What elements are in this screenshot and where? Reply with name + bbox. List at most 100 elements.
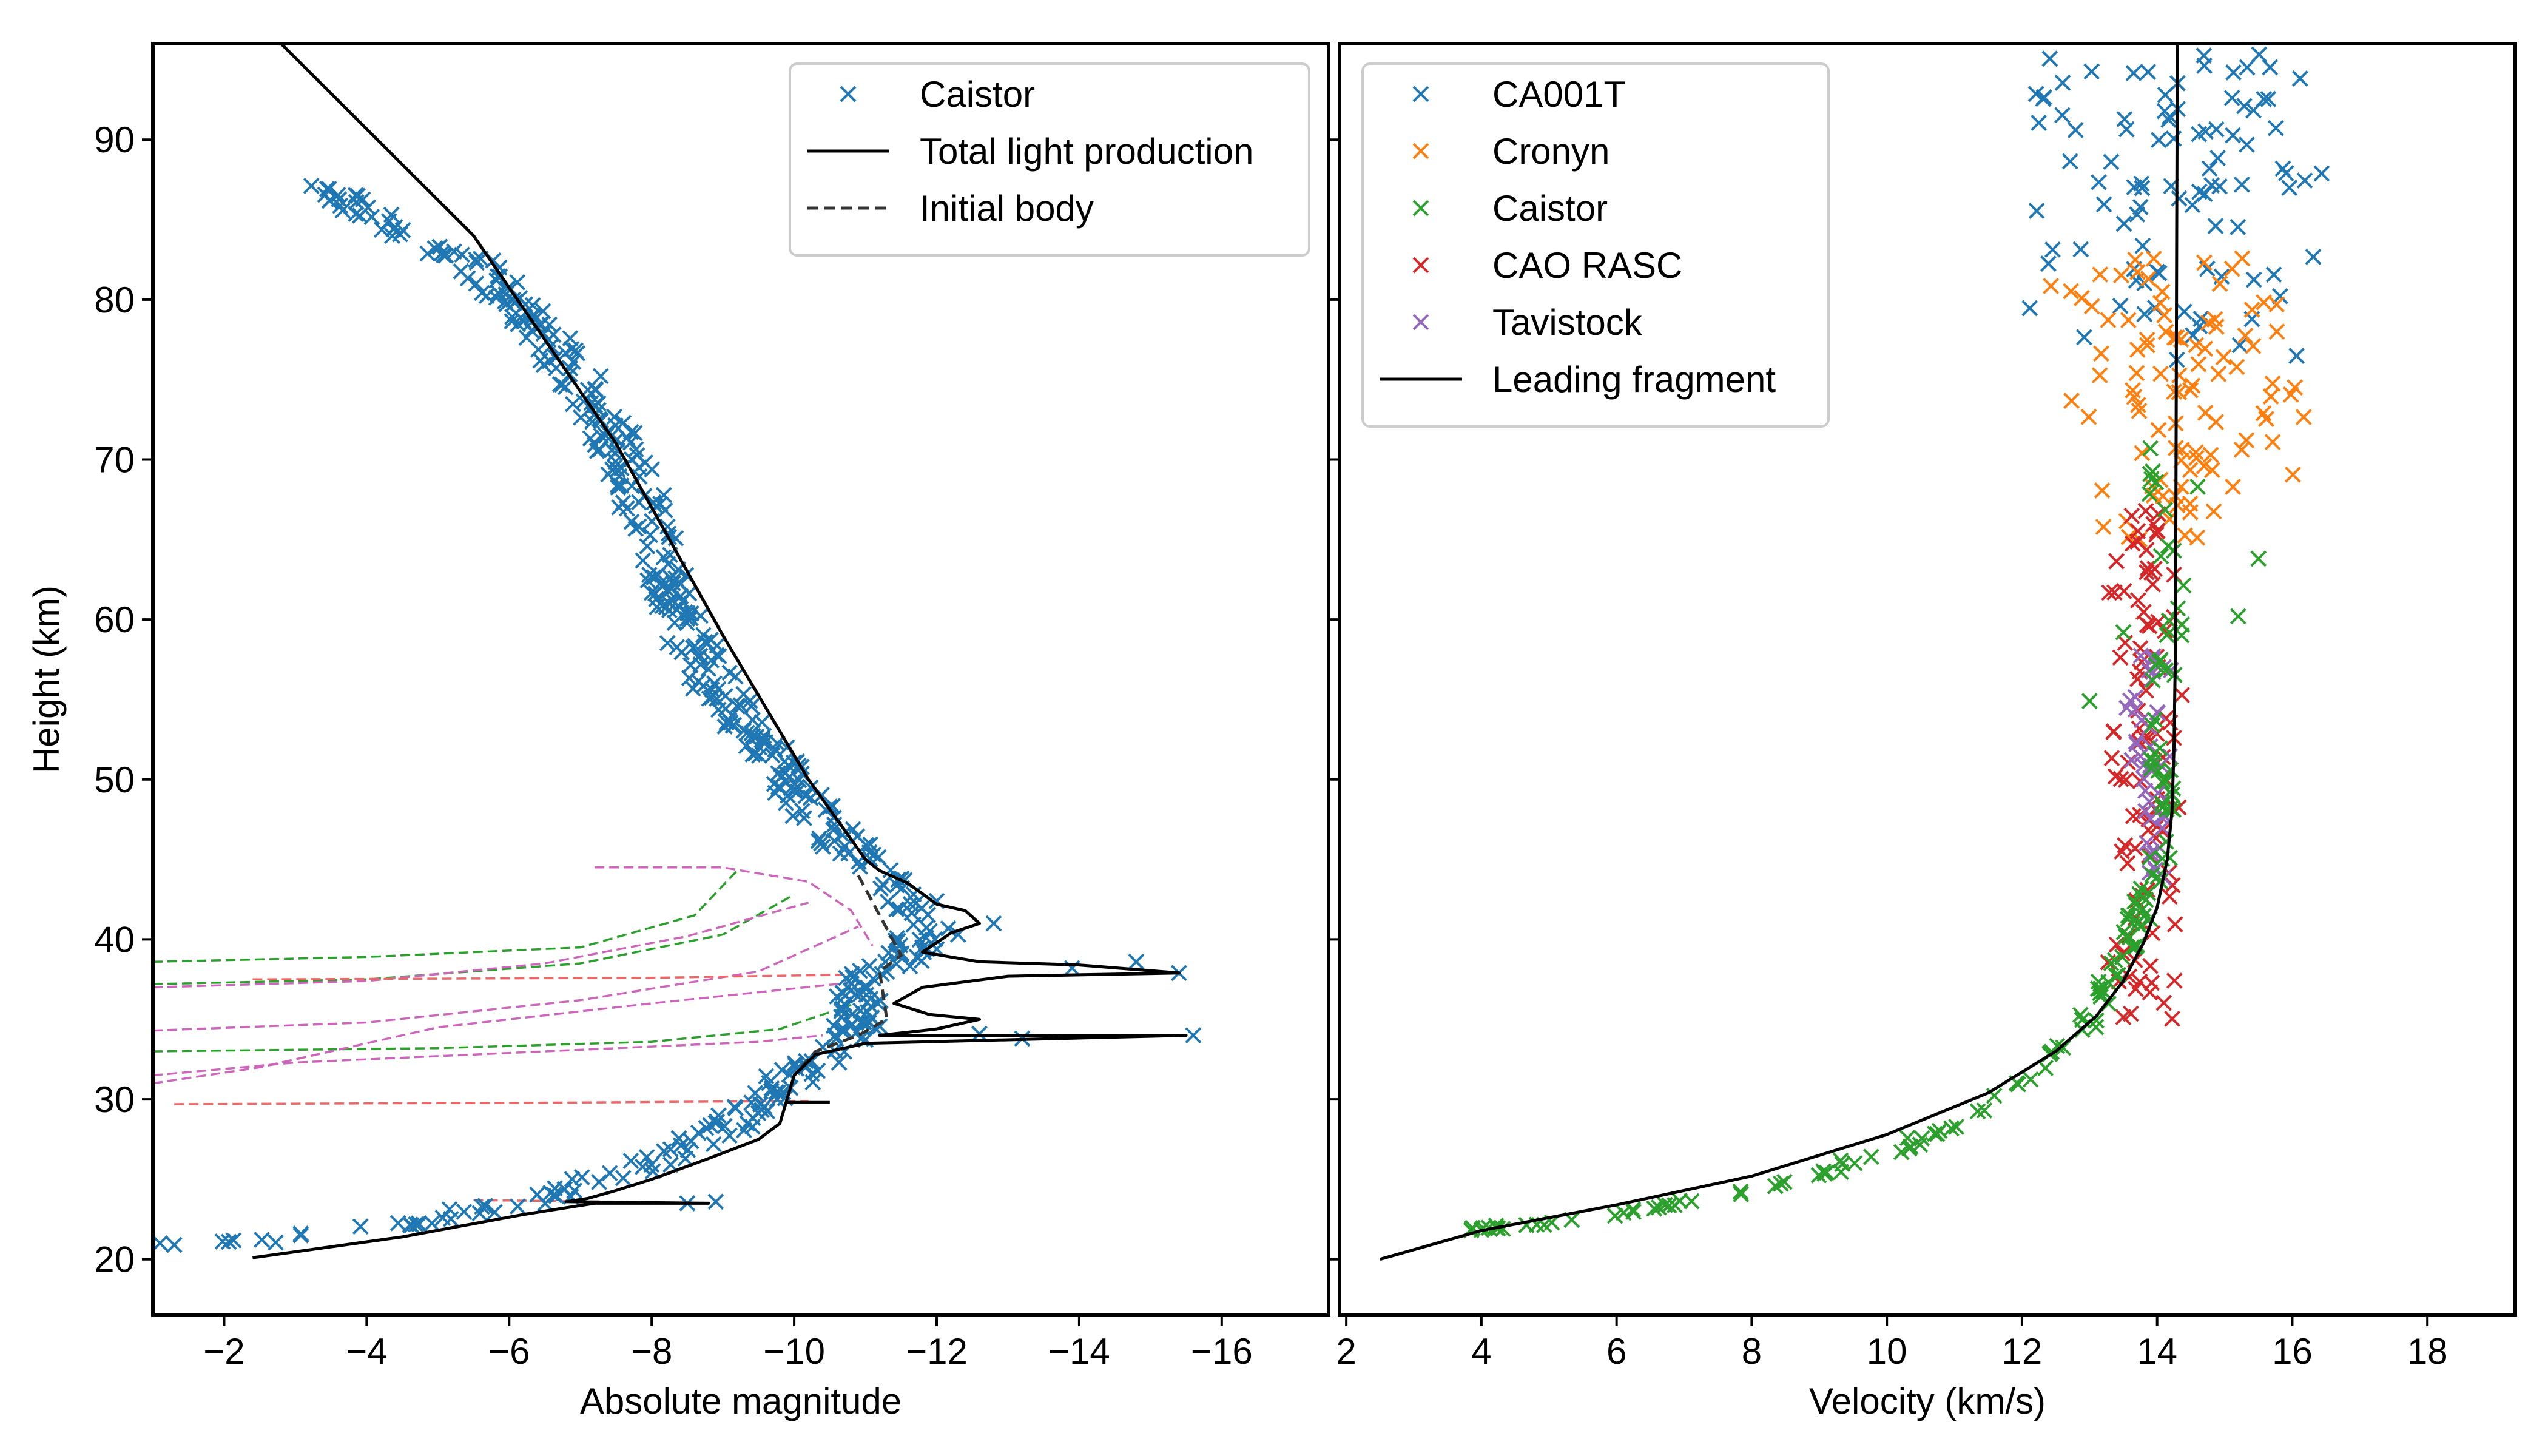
- caistor-point: [225, 1232, 242, 1249]
- fragment-curve: [153, 981, 852, 1085]
- velocity-point-cronyn: [2190, 356, 2207, 372]
- velocity-point-cronyn: [2202, 447, 2219, 463]
- velocity-point-cao-rasc: [2135, 604, 2152, 621]
- caistor-point: [672, 588, 689, 605]
- caistor-point: [587, 380, 604, 397]
- velocity-point-caistor: [2169, 600, 2186, 617]
- left-legend-label: Initial body: [920, 188, 1094, 229]
- velocity-point-caistor: [2114, 949, 2131, 966]
- caistor-point: [672, 576, 689, 592]
- velocity-point-cao-rasc: [2129, 522, 2146, 539]
- velocity-point-cronyn: [2126, 388, 2143, 405]
- velocity-point-caistor: [2230, 608, 2246, 625]
- caistor-point: [829, 988, 845, 1005]
- right-legend-marker: [1412, 200, 1429, 217]
- caistor-point: [622, 1153, 639, 1169]
- caistor-point: [985, 915, 1002, 932]
- caistor-point: [703, 632, 720, 649]
- caistor-point: [704, 681, 720, 698]
- velocity-point-caistor: [2151, 740, 2168, 757]
- caistor-point: [855, 1014, 872, 1031]
- velocity-point-cao-rasc: [2161, 888, 2178, 905]
- velocity-point-cronyn: [2196, 254, 2213, 271]
- velocity-point-ca001t: [2272, 288, 2288, 305]
- right-legend-marker: [1412, 314, 1429, 331]
- velocity-point-caistor: [2152, 548, 2169, 565]
- caistor-point: [858, 986, 875, 1003]
- velocity-point-cronyn: [2139, 337, 2155, 354]
- velocity-point-caistor: [2108, 968, 2125, 984]
- velocity-point-ca001t: [2126, 179, 2143, 196]
- velocity-point-cao-rasc: [2112, 770, 2129, 787]
- velocity-point-ca001t: [2305, 249, 2322, 265]
- velocity-point-cronyn: [2285, 466, 2301, 483]
- velocity-point-cronyn: [2091, 367, 2108, 384]
- velocity-point-cronyn: [2145, 250, 2162, 267]
- left-legend-box: [789, 62, 1310, 257]
- velocity-point-cronyn: [2128, 365, 2145, 382]
- caistor-point: [842, 982, 859, 999]
- left-y-tick-label: 40: [94, 919, 135, 960]
- initial-body-line: [793, 874, 903, 1077]
- caistor-point: [254, 1232, 271, 1248]
- velocity-point-cao-rasc: [2131, 973, 2148, 990]
- fragment-curve: [153, 1034, 823, 1077]
- caistor-point: [891, 901, 908, 918]
- velocity-point-cronyn: [2208, 318, 2225, 335]
- caistor-point: [510, 316, 527, 332]
- velocity-point-caistor: [2148, 474, 2165, 490]
- velocity-point-ca001t: [2191, 183, 2208, 200]
- velocity-point-tavistock: [2132, 647, 2149, 664]
- velocity-point-caistor: [2072, 1006, 2089, 1023]
- velocity-point-cronyn: [2152, 365, 2169, 382]
- caistor-point: [563, 340, 580, 357]
- velocity-point-cao-rasc: [2149, 522, 2166, 539]
- velocity-point-ca001t: [2044, 241, 2061, 258]
- caistor-point: [565, 396, 581, 413]
- velocity-point-caistor: [2121, 907, 2138, 924]
- caistor-point: [334, 202, 351, 219]
- caistor-point: [726, 1099, 743, 1116]
- caistor-point: [655, 487, 672, 504]
- caistor-point: [468, 275, 485, 292]
- velocity-point-caistor: [1683, 1193, 1700, 1210]
- velocity-point-tavistock: [2142, 845, 2159, 861]
- caistor-point: [629, 447, 645, 463]
- velocity-point-cao-rasc: [2103, 750, 2120, 767]
- velocity-point-caistor: [1646, 1200, 1663, 1217]
- velocity-point-cao-rasc: [2174, 687, 2190, 704]
- velocity-point-cao-rasc: [2166, 972, 2183, 989]
- caistor-point: [861, 957, 878, 974]
- velocity-point-ca001t: [2054, 75, 2071, 91]
- velocity-point-ca001t: [2196, 47, 2213, 64]
- caistor-point: [852, 858, 869, 875]
- caistor-point: [473, 285, 490, 302]
- velocity-point-caistor: [1776, 1173, 1793, 1190]
- left-y-axis-label: Height (km): [26, 585, 67, 774]
- caistor-point: [902, 896, 919, 912]
- velocity-point-cao-rasc: [2155, 994, 2172, 1011]
- caistor-point: [654, 598, 671, 615]
- left-x-tick-label: −4: [346, 1331, 387, 1372]
- velocity-point-caistor: [1834, 1156, 1851, 1173]
- caistor-point: [659, 556, 676, 573]
- caistor-point: [486, 1204, 503, 1221]
- velocity-point-cao-rasc: [2138, 542, 2155, 558]
- caistor-point: [717, 700, 734, 717]
- velocity-point-cao-rasc: [2101, 584, 2118, 601]
- caistor-point: [526, 307, 543, 324]
- caistor-point: [505, 291, 522, 308]
- left-legend-marker: [840, 86, 857, 103]
- caistor-point: [865, 846, 882, 863]
- left-legend-label: Caistor: [920, 74, 1035, 115]
- velocity-point-cronyn: [2113, 267, 2129, 284]
- velocity-point-caistor: [1657, 1196, 1674, 1213]
- velocity-point-caistor: [2142, 440, 2159, 457]
- velocity-point-ca001t: [2054, 107, 2071, 124]
- velocity-point-ca001t: [2281, 180, 2298, 196]
- caistor-point: [659, 582, 676, 599]
- caistor-point: [726, 716, 742, 733]
- velocity-point-cronyn: [2233, 441, 2250, 458]
- velocity-point-tavistock: [2137, 783, 2154, 799]
- velocity-point-cronyn: [2157, 323, 2174, 340]
